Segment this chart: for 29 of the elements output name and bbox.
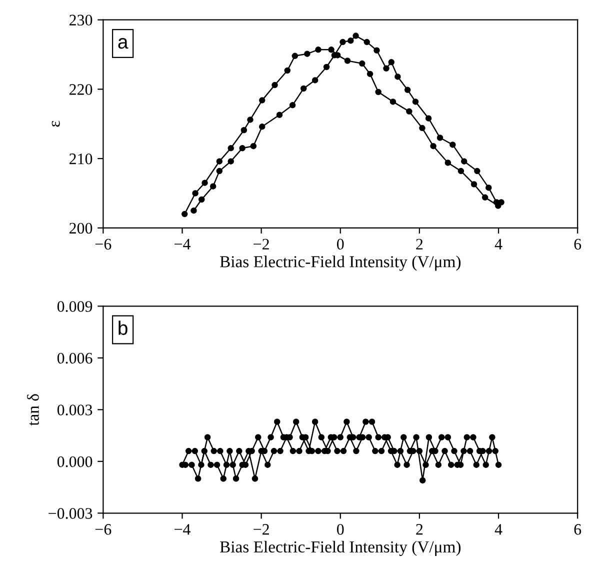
- x-tick-label: −4: [174, 524, 190, 535]
- x-tick-label: 4: [494, 524, 502, 535]
- x-tick-label: 2: [416, 524, 423, 535]
- y-tick-label: 200: [70, 222, 92, 234]
- x-tick-label: −2: [254, 524, 269, 535]
- x-tick-label: 6: [574, 524, 582, 535]
- y-tick-label: 0.003: [57, 404, 92, 416]
- x-axis-title: Bias Electric-Field Intensity (V/μm): [220, 540, 461, 556]
- x-tick-label: −2: [254, 238, 269, 250]
- y-axis-title: ε: [52, 120, 60, 127]
- annotation: a: [118, 38, 128, 49]
- x-tick-label: 6: [574, 238, 582, 250]
- y-axis-title: tan δ: [27, 394, 39, 426]
- annotation: b: [118, 320, 128, 335]
- x-tick-label: 0: [337, 524, 344, 535]
- y-tick-label: 230: [70, 14, 92, 26]
- x-tick-label: 4: [494, 238, 502, 250]
- x-tick-label: −4: [174, 238, 190, 250]
- y-tick-label: 0.000: [57, 456, 92, 468]
- x-tick-label: 0: [337, 238, 344, 250]
- x-axis-title: Bias Electric-Field Intensity (V/μm): [220, 256, 461, 271]
- x-tick-label: 2: [416, 238, 423, 250]
- y-tick-label: 220: [70, 84, 92, 95]
- x-tick-label: −6: [95, 238, 112, 250]
- y-tick-label: 0.006: [57, 352, 92, 364]
- y-tick-label: −0.003: [48, 508, 92, 519]
- y-tick-label: 210: [70, 153, 92, 164]
- y-tick-label: 0.009: [57, 301, 92, 312]
- x-tick-label: −6: [95, 524, 112, 535]
